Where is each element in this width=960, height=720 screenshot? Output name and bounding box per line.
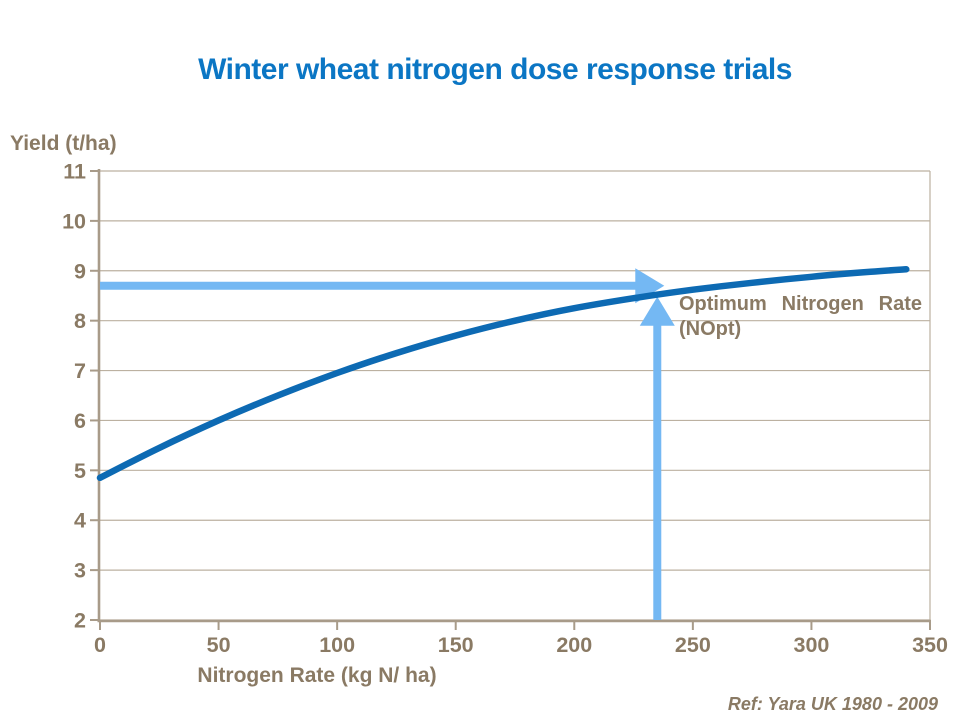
reference-note: Ref: Yara UK 1980 - 2009 — [727, 694, 938, 714]
optimum-vertical-arrowhead — [639, 296, 675, 326]
y-tick-label: 9 — [74, 259, 86, 283]
y-tick-label: 6 — [74, 409, 86, 433]
x-tick-label: 50 — [207, 633, 231, 657]
x-tick-label: 350 — [912, 633, 948, 657]
y-tick-label: 5 — [74, 459, 86, 483]
chart-title: Winter wheat nitrogen dose response tria… — [198, 53, 792, 86]
y-tick-label: 3 — [74, 559, 86, 583]
x-tick-label: 300 — [793, 633, 829, 657]
x-tick-label: 150 — [438, 633, 474, 657]
y-tick-label: 2 — [74, 609, 86, 633]
x-tick-label: 100 — [319, 633, 355, 657]
y-tick-label: 7 — [74, 359, 86, 383]
optimum-annotation: Optimum Nitrogen Rate (NOpt) — [679, 292, 922, 342]
x-tick-label: 250 — [675, 633, 711, 657]
y-tick-label: 10 — [62, 209, 86, 233]
y-tick-label: 11 — [63, 160, 86, 184]
response-curve — [96, 266, 910, 482]
y-tick-label: 8 — [74, 309, 86, 333]
optimum-annotation-line1: Optimum Nitrogen Rate — [679, 293, 922, 315]
x-axis-label-text: Nitrogen Rate (kg N/ ha) — [197, 664, 437, 687]
x-tick-label: 0 — [94, 633, 106, 657]
optimum-annotation-line2: (NOpt) — [679, 318, 742, 340]
x-tick-label: 200 — [556, 633, 592, 657]
x-axis-label: Nitrogen Rate (kg N/ ha) — [100, 664, 960, 688]
y-tick-label: 4 — [74, 509, 86, 533]
y-axis-label: Yield (t/ha) — [10, 132, 117, 155]
